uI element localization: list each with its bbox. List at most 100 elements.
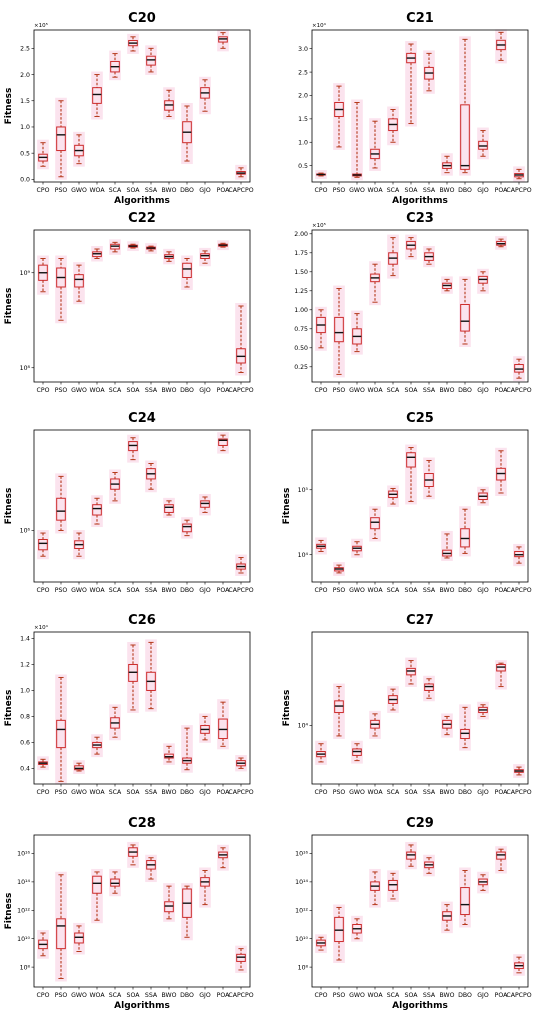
plot-frame — [33, 229, 251, 383]
box-woa — [91, 868, 103, 924]
x-tick-label: CAPCPO — [228, 187, 253, 194]
box-capcpo — [513, 356, 525, 382]
box-pso — [333, 904, 345, 964]
box-shadow — [163, 87, 175, 120]
box-dbo — [459, 867, 471, 928]
iqr-box — [334, 316, 344, 343]
box-capcpo — [235, 755, 247, 772]
y-tick-label: 10¹⁶ — [295, 851, 308, 858]
box-cpo — [315, 306, 327, 351]
box-shadow — [199, 713, 211, 743]
x-tick-label: GJO — [199, 992, 211, 999]
x-tick-label: DBO — [458, 992, 472, 999]
box-dbo — [181, 255, 193, 290]
x-tick-label: SCA — [109, 187, 122, 194]
box-shadow — [387, 870, 399, 902]
x-tick-label: WOA — [89, 387, 105, 394]
box-bwo — [163, 248, 175, 265]
box-pso — [333, 285, 345, 378]
box-poa — [495, 29, 507, 64]
x-tick-label: GWO — [349, 789, 365, 796]
box-ssa — [423, 50, 435, 94]
y-tick-label: 2.5 — [20, 46, 30, 53]
x-tick-label: SOA — [405, 789, 419, 796]
x-tick-label: GJO — [477, 387, 489, 394]
x-tick-label: SOA — [127, 387, 141, 394]
box-poa — [495, 447, 507, 497]
x-tick-label: SSA — [145, 587, 158, 594]
y-tick-label: 1.4 — [20, 636, 30, 643]
panel-title: C28 — [128, 816, 156, 831]
x-tick-label: CPO — [315, 187, 328, 194]
y-tick-label: 10¹² — [17, 907, 30, 914]
box-shadow — [495, 29, 507, 64]
x-tick-label: CPO — [37, 587, 50, 594]
x-tick-label: POA — [495, 187, 508, 194]
box-dbo — [459, 506, 471, 557]
x-tick-label: DBO — [180, 992, 194, 999]
box-ssa — [423, 854, 435, 877]
box-gjo — [477, 268, 489, 294]
box-gjo — [477, 701, 489, 720]
x-tick-label: GWO — [71, 992, 87, 999]
x-tick-label: PSO — [333, 992, 346, 999]
box-shadow — [127, 33, 139, 54]
box-shadow — [405, 657, 417, 687]
plot-frame — [33, 429, 251, 583]
box-shadow — [55, 473, 67, 534]
x-tick-label: GJO — [477, 587, 489, 594]
box-shadow — [441, 713, 453, 738]
x-tick-label: DBO — [180, 387, 194, 394]
box-pso — [333, 562, 345, 576]
x-tick-label: CAPCPO — [228, 587, 253, 594]
box-shadow — [37, 255, 49, 295]
y-tick-label: 3.0 — [298, 46, 308, 53]
box-sca — [387, 870, 399, 902]
box-gjo — [199, 713, 211, 743]
box-shadow — [369, 506, 381, 542]
box-shadow — [235, 554, 247, 576]
box-shadow — [423, 854, 435, 877]
box-pso — [55, 473, 67, 534]
x-tick-label: SCA — [109, 992, 122, 999]
y-tick-label: 0.5 — [298, 163, 308, 170]
box-gwo — [351, 538, 363, 558]
x-axis-label: Algorithms — [392, 196, 448, 206]
iqr-box — [388, 879, 398, 891]
box-shadow — [495, 447, 507, 497]
iqr-box — [406, 452, 416, 468]
x-tick-label: POA — [495, 992, 508, 999]
box-poa — [495, 660, 507, 690]
x-tick-label: SSA — [145, 789, 158, 796]
box-shadow — [181, 255, 193, 290]
x-tick-label: SCA — [387, 387, 400, 394]
x-tick-label: DBO — [458, 587, 472, 594]
box-woa — [369, 261, 381, 306]
box-gwo — [351, 740, 363, 764]
x-tick-label: PSO — [333, 789, 346, 796]
box-poa — [217, 29, 229, 52]
box-ssa — [145, 460, 157, 493]
x-tick-label: PSO — [333, 587, 346, 594]
box-shadow — [477, 127, 489, 160]
x-tick-label: SOA — [127, 587, 141, 594]
box-gwo — [351, 310, 363, 355]
panel-title: C20 — [128, 11, 156, 26]
y-axis-label: Fitness — [4, 488, 14, 525]
y-tick-label: 10⁸ — [20, 365, 31, 372]
box-cpo — [315, 170, 327, 179]
y-tick-label: 2.5 — [298, 69, 308, 76]
iqr-box — [92, 875, 102, 894]
plot-frame — [33, 834, 251, 988]
panel-title: C22 — [128, 211, 156, 226]
y-tick-label: 1.00 — [294, 307, 308, 314]
box-gjo — [199, 867, 211, 908]
x-tick-label: WOA — [89, 187, 105, 194]
x-tick-label: GJO — [477, 789, 489, 796]
box-dbo — [459, 276, 471, 347]
box-sca — [109, 50, 121, 81]
x-tick-label: SCA — [387, 187, 400, 194]
box-gjo — [199, 493, 211, 516]
y-tick-label: 1.5 — [298, 116, 308, 123]
x-tick-label: SCA — [387, 789, 400, 796]
